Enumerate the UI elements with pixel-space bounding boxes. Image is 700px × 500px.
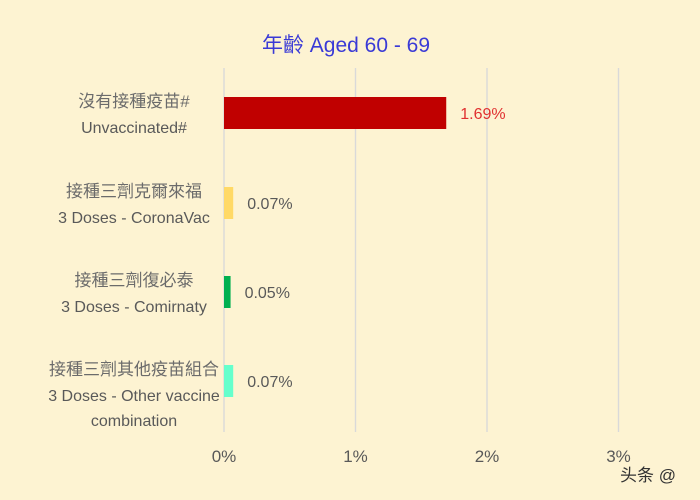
x-tick-label-3: 3% [606,447,631,466]
x-tick-label-2: 2% [475,447,500,466]
bar-0 [224,97,447,129]
bar-3 [224,365,234,397]
watermark: 头条 @ [620,466,676,485]
category-label-en-3-0: 3 Doses - Other vaccine [48,388,220,405]
chart-title: 年齡 Aged 60 - 69 [262,34,430,57]
data-label-0: 1.69% [460,106,505,123]
category-label-zh-1: 接種三劑克爾來福 [66,182,202,201]
category-label-en-1-0: 3 Doses - CoronaVac [58,210,210,227]
data-label-1: 0.07% [247,196,292,213]
x-tick-label-0: 0% [212,447,237,466]
x-tick-label-1: 1% [343,447,368,466]
category-label-en-2-0: 3 Doses - Comirnaty [61,299,207,316]
category-label-zh-2: 接種三劑復必泰 [75,271,194,290]
category-label-en-3-1: combination [91,413,177,430]
x-axis-ticks: 0% 1% 2% 3% [212,447,631,466]
data-label-2: 0.05% [245,285,290,302]
bar-1 [224,187,234,219]
data-label-3: 0.07% [247,374,292,391]
bars: 1.69% 0.07% 0.05% 0.07% [224,97,506,397]
category-label-en-0-0: Unvaccinated# [81,120,187,137]
category-label-zh-0: 沒有接種疫苗# [78,92,190,111]
category-labels: 沒有接種疫苗# Unvaccinated# 接種三劑克爾來福 3 Doses - Co… [48,92,220,430]
category-label-zh-3: 接種三劑其他疫苗組合 [49,360,219,379]
bar-2 [224,276,231,308]
